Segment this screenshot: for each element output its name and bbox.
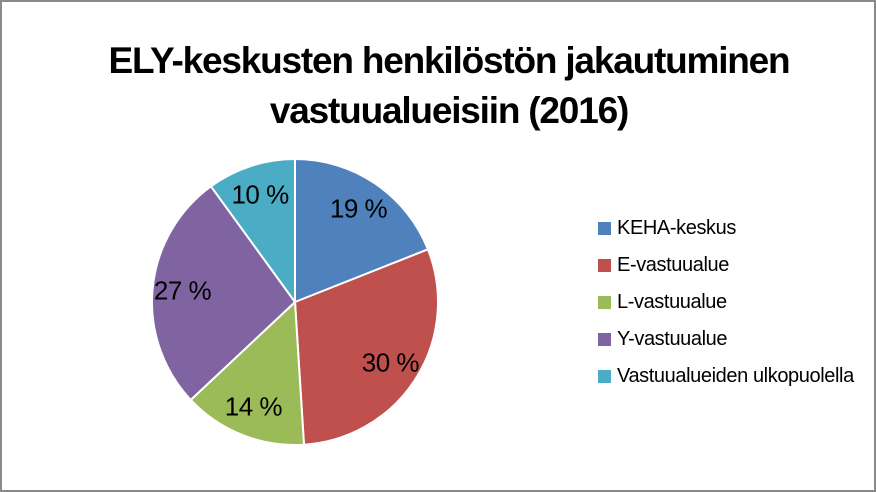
chart-title-line-1: ELY-keskusten henkilöstön jakautuminen: [108, 40, 791, 81]
legend-color-swatch-icon: [598, 370, 611, 383]
legend-label: Y-vastuualue: [617, 328, 728, 350]
legend-color-swatch-icon: [598, 333, 611, 346]
legend-item-vastuualueiden-ulkopuolella: Vastuualueiden ulkopuolella: [598, 358, 854, 395]
legend-label: E-vastuualue: [617, 254, 729, 276]
legend-color-swatch-icon: [598, 259, 611, 272]
pie-slice-keha-keskus: [294, 158, 429, 303]
pie-slice-vastuualueiden-ulkopuolella: [209, 158, 296, 303]
legend: KEHA-keskus E-vastuualue L-vastuualue Y-vas…: [598, 210, 854, 395]
pie-slice-l-vastuualue: [189, 301, 305, 446]
pie-slice-e-vastuualue: [294, 248, 439, 446]
legend-item-keha-keskus: KEHA-keskus: [598, 210, 854, 247]
chart-title: ELY-keskusten henkilöstön jakautuminen v…: [13, 36, 874, 136]
pie-slice-y-vastuualue: [151, 185, 296, 401]
legend-color-swatch-icon: [598, 222, 611, 235]
chart-title-line-2: vastuualueisiin (2016): [269, 90, 629, 131]
legend-color-swatch-icon: [598, 296, 611, 309]
legend-item-y-vastuualue: Y-vastuualue: [598, 321, 854, 358]
legend-item-l-vastuualue: L-vastuualue: [598, 284, 854, 321]
pie-chart: [151, 158, 439, 446]
legend-label: Vastuualueiden ulkopuolella: [617, 365, 854, 387]
legend-label: L-vastuualue: [617, 291, 727, 313]
legend-label: KEHA-keskus: [617, 217, 736, 239]
legend-item-e-vastuualue: E-vastuualue: [598, 247, 854, 284]
